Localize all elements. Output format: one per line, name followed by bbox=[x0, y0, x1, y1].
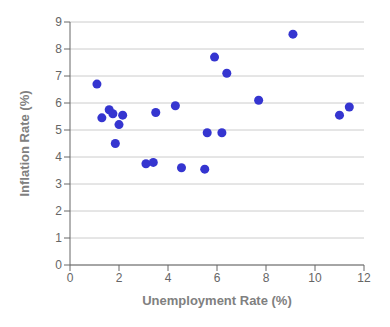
svg-text:8: 8 bbox=[55, 42, 62, 56]
svg-text:Inflation Rate (%): Inflation Rate (%) bbox=[17, 90, 32, 196]
svg-text:6: 6 bbox=[55, 96, 62, 110]
svg-text:12: 12 bbox=[357, 271, 371, 285]
svg-text:6: 6 bbox=[214, 271, 221, 285]
svg-text:5: 5 bbox=[55, 123, 62, 137]
svg-text:2: 2 bbox=[55, 204, 62, 218]
svg-text:0: 0 bbox=[67, 271, 74, 285]
svg-text:4: 4 bbox=[55, 150, 62, 164]
svg-text:0: 0 bbox=[55, 258, 62, 272]
svg-text:3: 3 bbox=[55, 177, 62, 191]
svg-text:4: 4 bbox=[165, 271, 172, 285]
svg-text:1: 1 bbox=[55, 231, 62, 245]
svg-text:Unemployment Rate (%): Unemployment Rate (%) bbox=[142, 293, 292, 308]
svg-text:7: 7 bbox=[55, 69, 62, 83]
svg-text:2: 2 bbox=[116, 271, 123, 285]
svg-text:8: 8 bbox=[263, 271, 270, 285]
svg-text:10: 10 bbox=[308, 271, 322, 285]
svg-text:9: 9 bbox=[55, 15, 62, 29]
